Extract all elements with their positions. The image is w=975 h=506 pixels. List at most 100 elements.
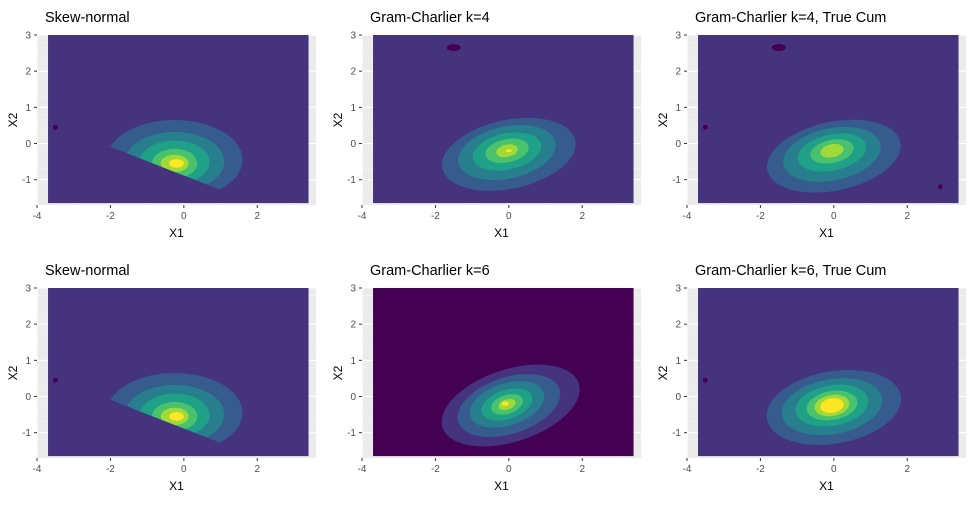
x-tick-label: 2 xyxy=(579,211,585,222)
x-tick-label: 0 xyxy=(181,211,187,222)
contour-fill xyxy=(698,35,959,204)
y-tick-label: 2 xyxy=(675,67,681,78)
x-tick-label: 2 xyxy=(904,211,910,222)
x-tick-label: -2 xyxy=(756,211,765,222)
panel-title: Gram-Charlier k=4, True Cum xyxy=(695,10,886,26)
y-tick-label: 1 xyxy=(675,103,681,114)
panel-title: Gram-Charlier k=6 xyxy=(370,263,490,279)
y-tick-label: 0 xyxy=(350,392,356,403)
contour-level-6 xyxy=(820,398,844,413)
panel-title: Gram-Charlier k=4 xyxy=(370,10,490,26)
x-tick-label: -4 xyxy=(683,211,692,222)
x-tick-label: -4 xyxy=(358,464,367,475)
y-axis-label: X2 xyxy=(331,112,345,127)
y-tick-label: -1 xyxy=(672,175,681,186)
y-tick-label: 2 xyxy=(350,67,356,78)
panel-title: Gram-Charlier k=6, True Cum xyxy=(695,263,886,279)
x-axis-label: X1 xyxy=(819,479,834,493)
x-tick-label: 0 xyxy=(831,464,837,475)
x-tick-label: 0 xyxy=(506,211,512,222)
x-tick-label: -4 xyxy=(358,211,367,222)
y-tick-label: 2 xyxy=(675,320,681,331)
y-axis-label: X2 xyxy=(656,365,670,380)
contour-fill xyxy=(698,288,959,457)
y-tick-label: 0 xyxy=(675,139,681,150)
contour-level-7 xyxy=(501,401,509,406)
y-tick-label: 3 xyxy=(25,31,31,42)
panel-title: Skew-normal xyxy=(45,263,130,279)
y-tick-label: 3 xyxy=(675,31,681,42)
contour-speck xyxy=(702,377,708,383)
y-tick-label: 0 xyxy=(25,392,31,403)
y-tick-label: 1 xyxy=(25,103,31,114)
x-tick-label: 2 xyxy=(579,464,585,475)
contour-level-base xyxy=(48,35,309,204)
y-tick-label: 1 xyxy=(25,356,31,367)
y-tick-label: 3 xyxy=(350,31,356,42)
contour-fill xyxy=(48,288,309,457)
contour-fill xyxy=(373,35,634,204)
x-tick-label: 0 xyxy=(831,211,837,222)
x-tick-label: -2 xyxy=(431,464,440,475)
y-tick-label: 3 xyxy=(675,284,681,295)
y-tick-label: -1 xyxy=(672,428,681,439)
y-tick-label: 1 xyxy=(675,356,681,367)
contour-fill xyxy=(48,35,309,204)
x-tick-label: 2 xyxy=(254,211,260,222)
panel-skew-normal-bottom: Skew-normal -4 -2 0 2 -1 0 1 2 3 X1 X2 xyxy=(6,263,316,493)
contour-level-base xyxy=(48,288,309,457)
y-tick-label: 1 xyxy=(350,356,356,367)
x-axis-label: X1 xyxy=(494,226,509,240)
y-tick-label: 0 xyxy=(25,139,31,150)
contour-speck xyxy=(52,124,58,130)
y-tick-label: 0 xyxy=(350,139,356,150)
panel-title: Skew-normal xyxy=(45,10,130,26)
panel-gram-charlier-k6-true-cum: Gram-Charlier k=6, True Cum -4 -2 0 2 -1 0 1 2 3 X… xyxy=(656,263,966,493)
y-axis-label: X2 xyxy=(331,365,345,380)
y-tick-label: 3 xyxy=(350,284,356,295)
panel-gram-charlier-k4-true-cum: Gram-Charlier k=4, True Cum -4 -2 0 2 -1 0 1 2 3 X… xyxy=(656,10,966,240)
x-tick-label: 0 xyxy=(506,464,512,475)
x-tick-label: 0 xyxy=(181,464,187,475)
contour-level-6 xyxy=(505,149,512,153)
x-tick-label: -4 xyxy=(33,464,42,475)
panel-gram-charlier-k4: Gram-Charlier k=4 -4 -2 0 2 -1 0 1 2 3 X1 X2 xyxy=(331,10,641,240)
contour-speck xyxy=(52,377,58,383)
y-tick-label: 2 xyxy=(350,320,356,331)
x-tick-label: -2 xyxy=(756,464,765,475)
y-tick-label: 2 xyxy=(25,320,31,331)
x-axis-label: X1 xyxy=(494,479,509,493)
y-tick-label: 3 xyxy=(25,284,31,295)
y-axis-label: X2 xyxy=(6,112,20,127)
x-tick-label: -4 xyxy=(33,211,42,222)
x-tick-label: -4 xyxy=(683,464,692,475)
x-tick-label: -2 xyxy=(106,464,115,475)
y-tick-label: -1 xyxy=(22,175,31,186)
contour-speck xyxy=(937,184,943,190)
contour-level-6 xyxy=(169,412,184,421)
panel-skew-normal-top: Skew-normal -4 -2 0 2 -1 0 1 2 3 X1 X2 xyxy=(6,10,316,240)
y-tick-label: -1 xyxy=(347,175,356,186)
contour-speck xyxy=(446,44,461,52)
y-tick-label: 2 xyxy=(25,67,31,78)
y-tick-label: -1 xyxy=(347,428,356,439)
x-axis-label: X1 xyxy=(819,226,834,240)
x-axis-label: X1 xyxy=(169,479,184,493)
contour-fill xyxy=(373,288,634,457)
y-axis-label: X2 xyxy=(656,112,670,127)
x-tick-label: 2 xyxy=(904,464,910,475)
y-tick-label: 1 xyxy=(350,103,356,114)
contour-level-6 xyxy=(169,159,184,168)
contour-level-5 xyxy=(820,143,844,158)
y-tick-label: -1 xyxy=(22,428,31,439)
y-tick-label: 0 xyxy=(675,392,681,403)
x-axis-label: X1 xyxy=(169,226,184,240)
y-axis-label: X2 xyxy=(6,365,20,380)
contour-speck xyxy=(702,124,708,130)
panel-gram-charlier-k6: Gram-Charlier k=6 -4 -2 0 2 -1 0 1 2 3 X1 X2 xyxy=(331,263,641,493)
contour-speck xyxy=(771,44,786,52)
x-tick-label: -2 xyxy=(431,211,440,222)
x-tick-label: -2 xyxy=(106,211,115,222)
x-tick-label: 2 xyxy=(254,464,260,475)
